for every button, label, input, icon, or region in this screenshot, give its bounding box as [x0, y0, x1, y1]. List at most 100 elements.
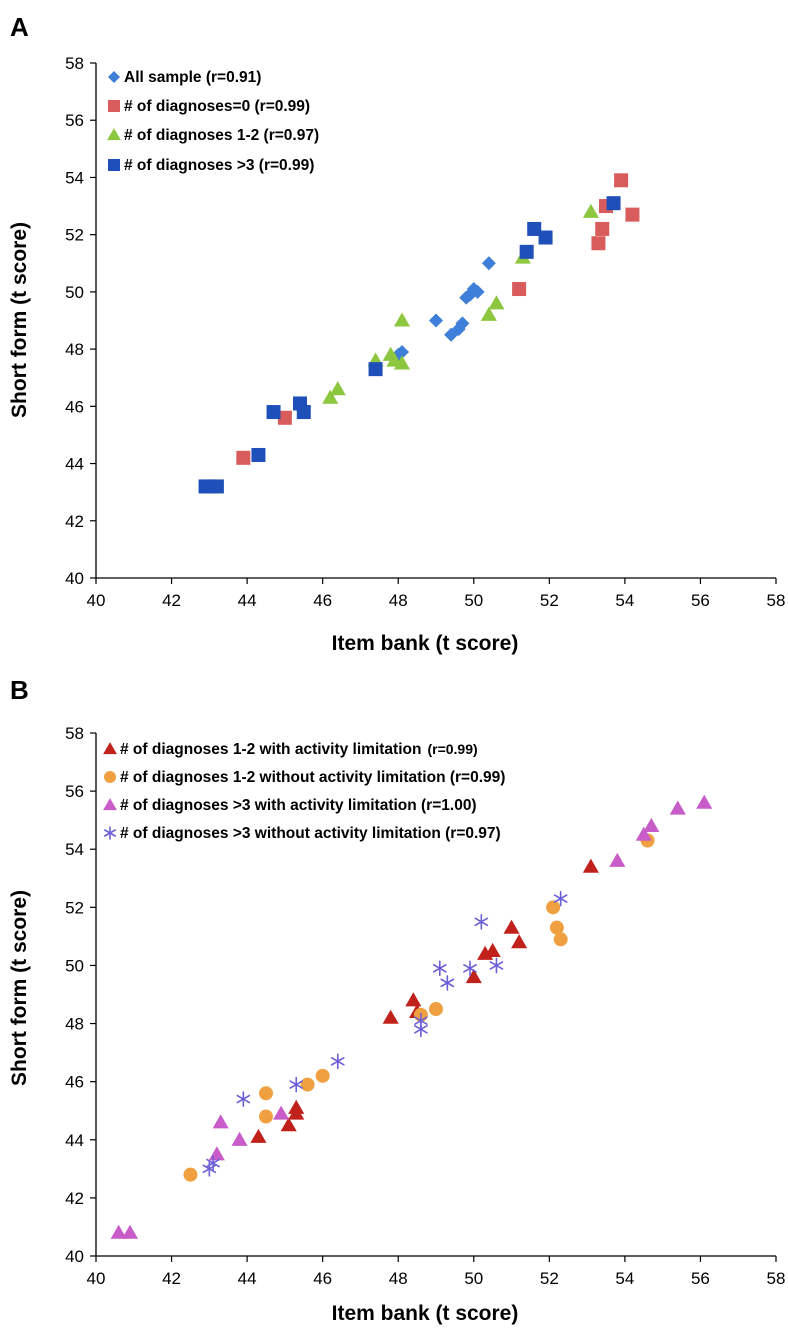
asterisk-stroke [463, 964, 477, 973]
data-point [549, 920, 564, 935]
series-diamond [391, 256, 496, 362]
x-tick-label: 40 [87, 591, 106, 610]
x-tick-label: 56 [691, 591, 710, 610]
asterisk-stroke [202, 1164, 217, 1174]
x-tick-label: 42 [162, 1269, 181, 1288]
data-point [110, 1224, 127, 1239]
legend-item-diagnoses-1-2: # of diagnoses 1-2 (r=0.97) [107, 127, 319, 144]
y-tick-label: 40 [65, 569, 84, 588]
data-point [614, 173, 629, 188]
y-tick-label: 42 [65, 512, 84, 531]
y-tick-label: 54 [65, 840, 84, 859]
data-point [470, 284, 485, 299]
data-point [231, 1131, 248, 1146]
data-point [405, 992, 422, 1007]
panel-a-letter: A [10, 12, 29, 42]
data-point [330, 1053, 345, 1070]
asterisk-stroke [414, 1016, 428, 1025]
triangle-marker-icon [103, 742, 117, 755]
data-point [696, 794, 713, 809]
y-tick-label: 56 [65, 782, 84, 801]
triangle-marker-icon [107, 128, 121, 141]
data-point [236, 1091, 251, 1107]
data-point [480, 306, 497, 321]
data-point [606, 196, 621, 211]
y-tick-label: 52 [65, 898, 84, 917]
data-point [296, 405, 311, 420]
data-point [277, 410, 292, 425]
x-tick-label: 58 [767, 1269, 786, 1288]
x-tick-label: 44 [238, 591, 257, 610]
legend-marker [107, 128, 121, 141]
data-point [289, 1076, 304, 1093]
data-point [209, 479, 224, 494]
y-tick-label: 46 [65, 1073, 84, 1092]
series-triangle [250, 858, 599, 1143]
data-point [432, 960, 447, 977]
asterisk-stroke [440, 978, 455, 988]
data-point [488, 295, 505, 310]
data-point [669, 800, 686, 815]
panel-b-y-axis-title: Short form (t score) [8, 890, 31, 1086]
legend-label-main: # of diagnoses 1-2 with activity limitat… [120, 741, 421, 758]
asterisk-stroke [474, 917, 489, 927]
legend-marker [103, 742, 117, 755]
series-square [198, 196, 621, 494]
y-tick-label: 44 [65, 455, 84, 474]
data-point [208, 1146, 225, 1161]
x-tick-label: 52 [540, 591, 559, 610]
panel-b-legend: # of diagnoses 1-2 with activity limitat… [103, 741, 505, 842]
x-tick-label: 54 [615, 1269, 634, 1288]
asterisk-stroke [206, 1158, 220, 1168]
x-tick-label: 58 [767, 591, 786, 610]
data-point [212, 1114, 229, 1129]
data-point [582, 858, 599, 873]
data-point [429, 313, 443, 328]
data-point [251, 447, 266, 462]
legend-item-1-2-with-limitation: # of diagnoses 1-2 with activity limitat… [103, 741, 478, 758]
data-point [519, 244, 534, 259]
data-point [440, 975, 455, 991]
panel-b-axes [95, 733, 776, 1257]
data-point [511, 934, 528, 949]
y-tick-label: 54 [65, 168, 84, 187]
legend-item-diagnoses-0: # of diagnoses=0 (r=0.99) [108, 98, 310, 115]
legend-label-r: (r=0.99) [427, 741, 477, 757]
series-triangle [322, 203, 599, 404]
asterisk-stroke [330, 1057, 345, 1066]
data-point [280, 1117, 297, 1132]
data-point [635, 826, 652, 841]
data-point [582, 203, 599, 218]
asterisk-stroke [489, 961, 504, 970]
data-point [481, 256, 496, 271]
data-point [465, 969, 482, 984]
y-tick-label: 50 [65, 956, 84, 975]
data-point [393, 312, 411, 327]
data-point [489, 957, 504, 974]
y-tick-label: 50 [65, 283, 84, 302]
asterisk-stroke [289, 1080, 304, 1089]
data-point [484, 942, 501, 957]
y-tick-label: 42 [65, 1189, 84, 1208]
legend-label: # of diagnoses=0 (r=0.99) [124, 98, 310, 115]
panel-a-x-ticks: 40 42 44 46 48 50 52 54 56 58 [87, 578, 786, 610]
data-point [429, 1002, 443, 1017]
panel-a-markers [198, 173, 640, 494]
y-tick-label: 40 [65, 1247, 84, 1266]
legend-label: All sample (r=0.91) [124, 69, 261, 86]
triangle-marker-icon [103, 798, 117, 811]
data-point [643, 817, 660, 833]
asterisk-stroke [104, 829, 116, 837]
y-tick-label: 58 [65, 54, 84, 73]
data-point [609, 852, 626, 867]
x-tick-label: 50 [464, 591, 483, 610]
circle-marker-icon [104, 771, 116, 783]
data-point [512, 282, 527, 297]
x-tick-label: 54 [615, 591, 634, 610]
panel-a-legend: All sample (r=0.91) # of diagnoses=0 (r=… [107, 69, 319, 174]
legend-item-diagnoses-gt3: # of diagnoses >3 (r=0.99) [108, 157, 314, 174]
data-point [273, 1105, 290, 1120]
y-tick-label: 44 [65, 1131, 84, 1150]
